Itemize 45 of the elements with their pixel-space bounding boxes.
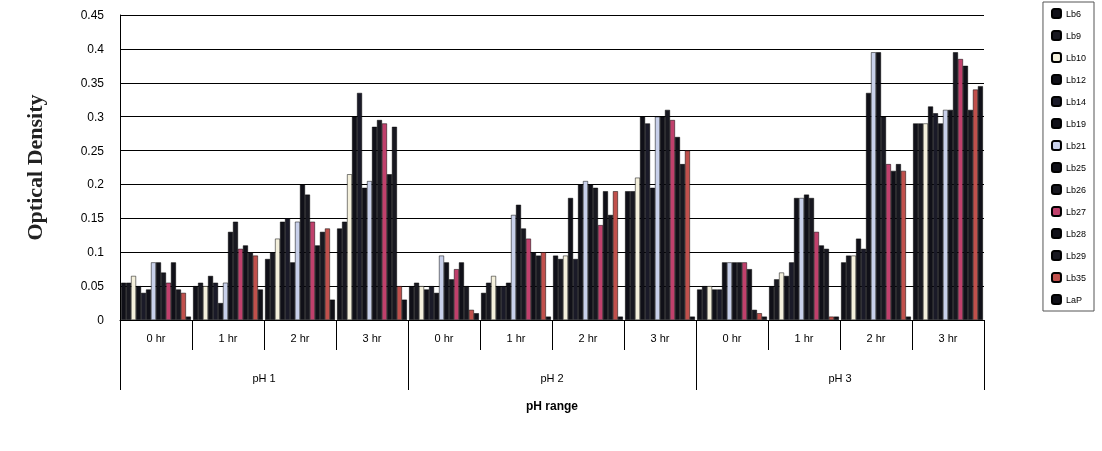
- text: pH 2: [540, 371, 564, 384]
- legend-label: Lb35: [1065, 272, 1087, 283]
- legend-label: Lb27: [1065, 206, 1087, 217]
- legend-label: Lb28: [1065, 228, 1087, 239]
- bar: [697, 289, 703, 320]
- legend-label: Lb12: [1065, 74, 1087, 85]
- x-tick-label: 0 hr: [434, 331, 454, 344]
- legend-label: Lb29: [1065, 250, 1087, 261]
- x-tick-label: 1 hr: [506, 331, 526, 344]
- legend-label: Lb26: [1065, 184, 1087, 195]
- y-tick-label: 0.4: [87, 41, 105, 56]
- bar: [473, 313, 479, 320]
- x-tick-label: 2 hr: [578, 331, 598, 344]
- legend-label: LaP: [1065, 294, 1082, 305]
- legend-label: Lb10: [1065, 52, 1087, 63]
- y-tick-label: 0.35: [80, 75, 105, 90]
- legend-label: Lb9: [1065, 30, 1082, 41]
- bar: [761, 316, 767, 320]
- x-tick-label: 2 hr: [866, 331, 886, 344]
- legend-label: Lb14: [1065, 96, 1087, 107]
- y-tick-label: 0.25: [80, 143, 105, 158]
- x-tick-label: 0 hr: [146, 331, 166, 344]
- legend-label: Lb19: [1065, 118, 1087, 129]
- x-tick-label: 1 hr: [218, 331, 238, 344]
- text: pH 1: [252, 371, 276, 384]
- y-tick-label: 0.1: [87, 245, 105, 260]
- bar: [833, 316, 839, 320]
- x-tick-label: 0 hr: [722, 331, 742, 344]
- y-tick-label: 0.15: [80, 211, 105, 226]
- legend-label: Lb6: [1065, 8, 1082, 19]
- x-tick-label: 3 hr: [938, 331, 958, 344]
- y-tick-label: 0.05: [80, 279, 105, 294]
- legend-label: Lb21: [1065, 140, 1087, 151]
- x-tick-label: 1 hr: [794, 331, 814, 344]
- y-axis-title: Optical Density: [21, 94, 47, 241]
- y-tick-label: 0.2: [87, 177, 105, 192]
- y-tick-label: 0: [97, 313, 105, 327]
- y-tick-label: 0.45: [80, 8, 105, 22]
- x-tick-label: 2 hr: [290, 331, 310, 344]
- x-tick-label: 3 hr: [650, 331, 670, 344]
- legend-label: Lb25: [1065, 162, 1087, 173]
- text: pH 3: [828, 371, 852, 384]
- x-axis-title: pH range: [525, 399, 579, 413]
- x-tick-label: 3 hr: [362, 331, 382, 344]
- y-tick-label: 0.3: [87, 109, 105, 124]
